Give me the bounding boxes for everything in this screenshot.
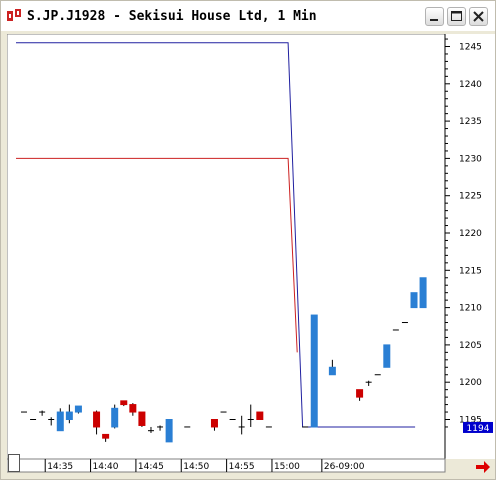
- price-chart[interactable]: 1195 1200 1205 1210 1215 1220 1225 1230 1235 1240…: [7, 34, 495, 474]
- candle: [129, 403, 137, 416]
- candle-body: [165, 419, 173, 443]
- x-tick-label: 15:00: [274, 462, 300, 472]
- candle: [238, 415, 245, 435]
- y-tick-label: 1205: [459, 341, 482, 351]
- candle: [157, 425, 164, 431]
- y-tick-label: 1200: [459, 378, 482, 388]
- candle: [383, 344, 391, 368]
- candle: [419, 277, 427, 309]
- candle-body: [120, 400, 128, 406]
- plot-area: [7, 34, 446, 460]
- candle-body: [383, 344, 391, 368]
- minimize-icon: [430, 19, 438, 21]
- scroll-right-arrow-icon[interactable]: [475, 460, 491, 474]
- candle: [365, 380, 372, 386]
- y-tick-label: 1245: [459, 43, 482, 53]
- candle-body: [93, 411, 101, 428]
- y-axis-layer: 1195 1200 1205 1210 1215 1220 1225 1230 1235 1240…: [445, 38, 482, 428]
- candle: [120, 400, 128, 407]
- candle: [111, 404, 119, 429]
- x-tick-label: 14:45: [138, 462, 164, 472]
- y-tick-label: 1195: [459, 416, 482, 426]
- candle: [93, 410, 101, 435]
- candle: [328, 359, 336, 376]
- candle-body: [410, 292, 418, 309]
- last-price-marker: 1194: [463, 421, 493, 434]
- candle-body: [356, 389, 364, 398]
- x-tick-label: 14:40: [93, 462, 119, 472]
- y-tick-label: 1215: [459, 266, 482, 276]
- red-price-line: [16, 157, 298, 353]
- candle: [39, 410, 46, 416]
- candle-body: [210, 419, 218, 428]
- candle: [247, 404, 254, 427]
- candle-body: [65, 411, 73, 421]
- blue-price-line: [16, 42, 416, 428]
- candle-body: [138, 411, 146, 426]
- last-price-label: 1194: [467, 424, 490, 434]
- y-tick-label: 1220: [459, 229, 482, 239]
- y-tick-label: 1240: [459, 80, 482, 90]
- candle-body: [129, 404, 137, 413]
- minimize-button[interactable]: [425, 7, 444, 26]
- time-axis-area: [7, 458, 446, 473]
- candle: [165, 419, 173, 443]
- window-title: S.JP.J1928 - Sekisui House Ltd, 1 Min: [27, 9, 317, 24]
- candle: [410, 292, 418, 309]
- candle: [256, 411, 264, 421]
- app-icon: [7, 9, 21, 21]
- scroll-position-box[interactable]: [8, 454, 20, 472]
- candle-body: [256, 411, 264, 421]
- title-bar[interactable]: S.JP.J1928 - Sekisui House Ltd, 1 Min: [1, 1, 495, 31]
- candle-body: [111, 407, 119, 428]
- candle: [74, 405, 82, 414]
- candle: [210, 419, 218, 431]
- x-axis-layer: 14:35 14:40 14:45 14:50 14:55 15:00 26-09:00: [44, 459, 365, 472]
- candle: [138, 411, 146, 427]
- candle-body: [419, 277, 427, 309]
- x-tick-label: 26-09:00: [324, 462, 365, 472]
- candle: [56, 408, 64, 432]
- candle-layer: [21, 277, 427, 443]
- candle-body: [102, 433, 110, 439]
- close-button[interactable]: [469, 7, 488, 26]
- x-tick-label: 14:50: [183, 462, 209, 472]
- candle: [48, 417, 55, 426]
- candle: [310, 314, 318, 428]
- candle-body: [310, 314, 318, 428]
- y-tick-label: 1210: [459, 304, 482, 314]
- candle: [102, 433, 110, 442]
- y-tick-label: 1235: [459, 117, 482, 127]
- x-tick-label: 14:55: [229, 462, 255, 472]
- candle: [356, 389, 364, 401]
- y-tick-label: 1225: [459, 192, 482, 202]
- candle-body: [74, 405, 82, 413]
- candle-body: [56, 411, 64, 432]
- y-tick-label: 1230: [459, 154, 482, 164]
- candle: [65, 404, 73, 424]
- maximize-icon: [451, 11, 462, 21]
- last-price-box: [463, 421, 493, 433]
- candle: [147, 426, 154, 433]
- candle-body: [328, 366, 336, 376]
- x-tick-label: 14:35: [47, 462, 73, 472]
- line-layer: [16, 42, 416, 428]
- close-icon: [473, 11, 484, 22]
- maximize-button[interactable]: [447, 7, 466, 26]
- price-axis-area: [445, 34, 495, 459]
